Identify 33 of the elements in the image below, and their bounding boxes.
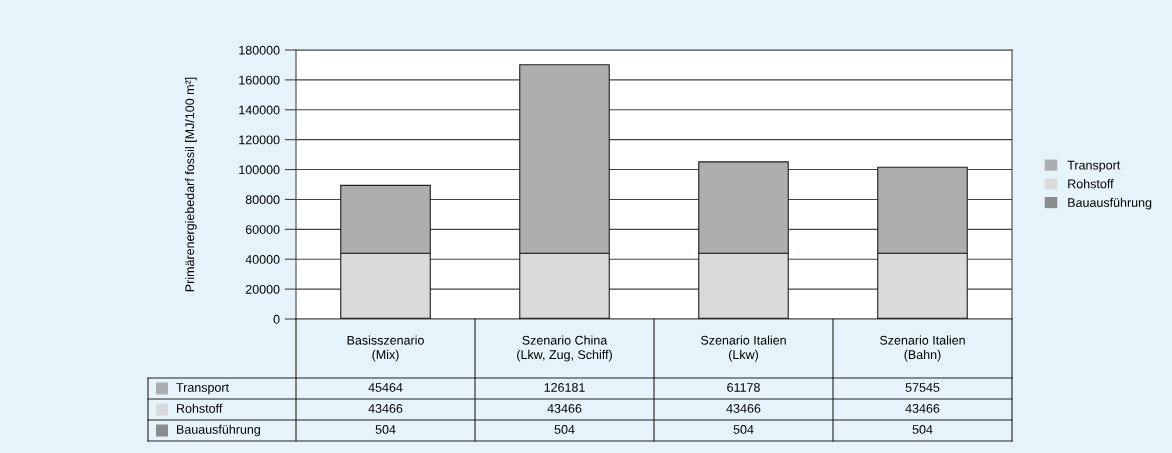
legend-label: Bauausführung [177,424,260,437]
y-tick-label: 20000 [245,284,280,294]
legend-label: Transport [1067,160,1121,173]
y-tick-label: 140000 [239,105,280,115]
y-tick-label: 60000 [245,225,280,234]
data-label: 504 [554,425,575,434]
y-tick-label: 80000 [245,195,280,205]
y-tick-label: 100000 [239,165,280,175]
legend-label: Rohstoff [1068,179,1114,189]
x-tick-label: Szenario Italien (Lkw) [700,335,786,362]
text: Bauausführung [1068,197,1152,210]
y-tick-label: 120000 [239,135,280,145]
y-tick-label: 0 [273,314,280,324]
data-label: 57545 [905,383,940,392]
text: Rohstoff [177,403,223,413]
y-axis-title: Primärenergiebedarf fossil [MJ/100 m²] [185,77,197,292]
y-tick-label: 40000 [245,255,280,264]
data-label: 43466 [905,404,940,413]
x-tick-label: Szenario Italien (Bahn) [879,335,965,362]
text: Transport [176,383,229,395]
y-tick-label: 180000 [239,45,280,55]
data-label: 126181 [544,383,585,392]
data-label: 504 [733,425,754,434]
data-label: 504 [375,425,396,434]
data-label: 61178 [727,383,760,392]
data-label: 45464 [368,383,403,392]
x-tick-label: Basisszenario (Mix) [347,335,424,362]
data-label: 43466 [726,404,761,413]
data-label: 43466 [547,404,582,413]
data-label: 504 [912,425,933,434]
x-tick-label: Szenario China (Lkw, Zug, Schiff) [517,335,612,362]
data-label: 43466 [368,404,403,413]
y-tick-label: 160000 [239,75,280,85]
